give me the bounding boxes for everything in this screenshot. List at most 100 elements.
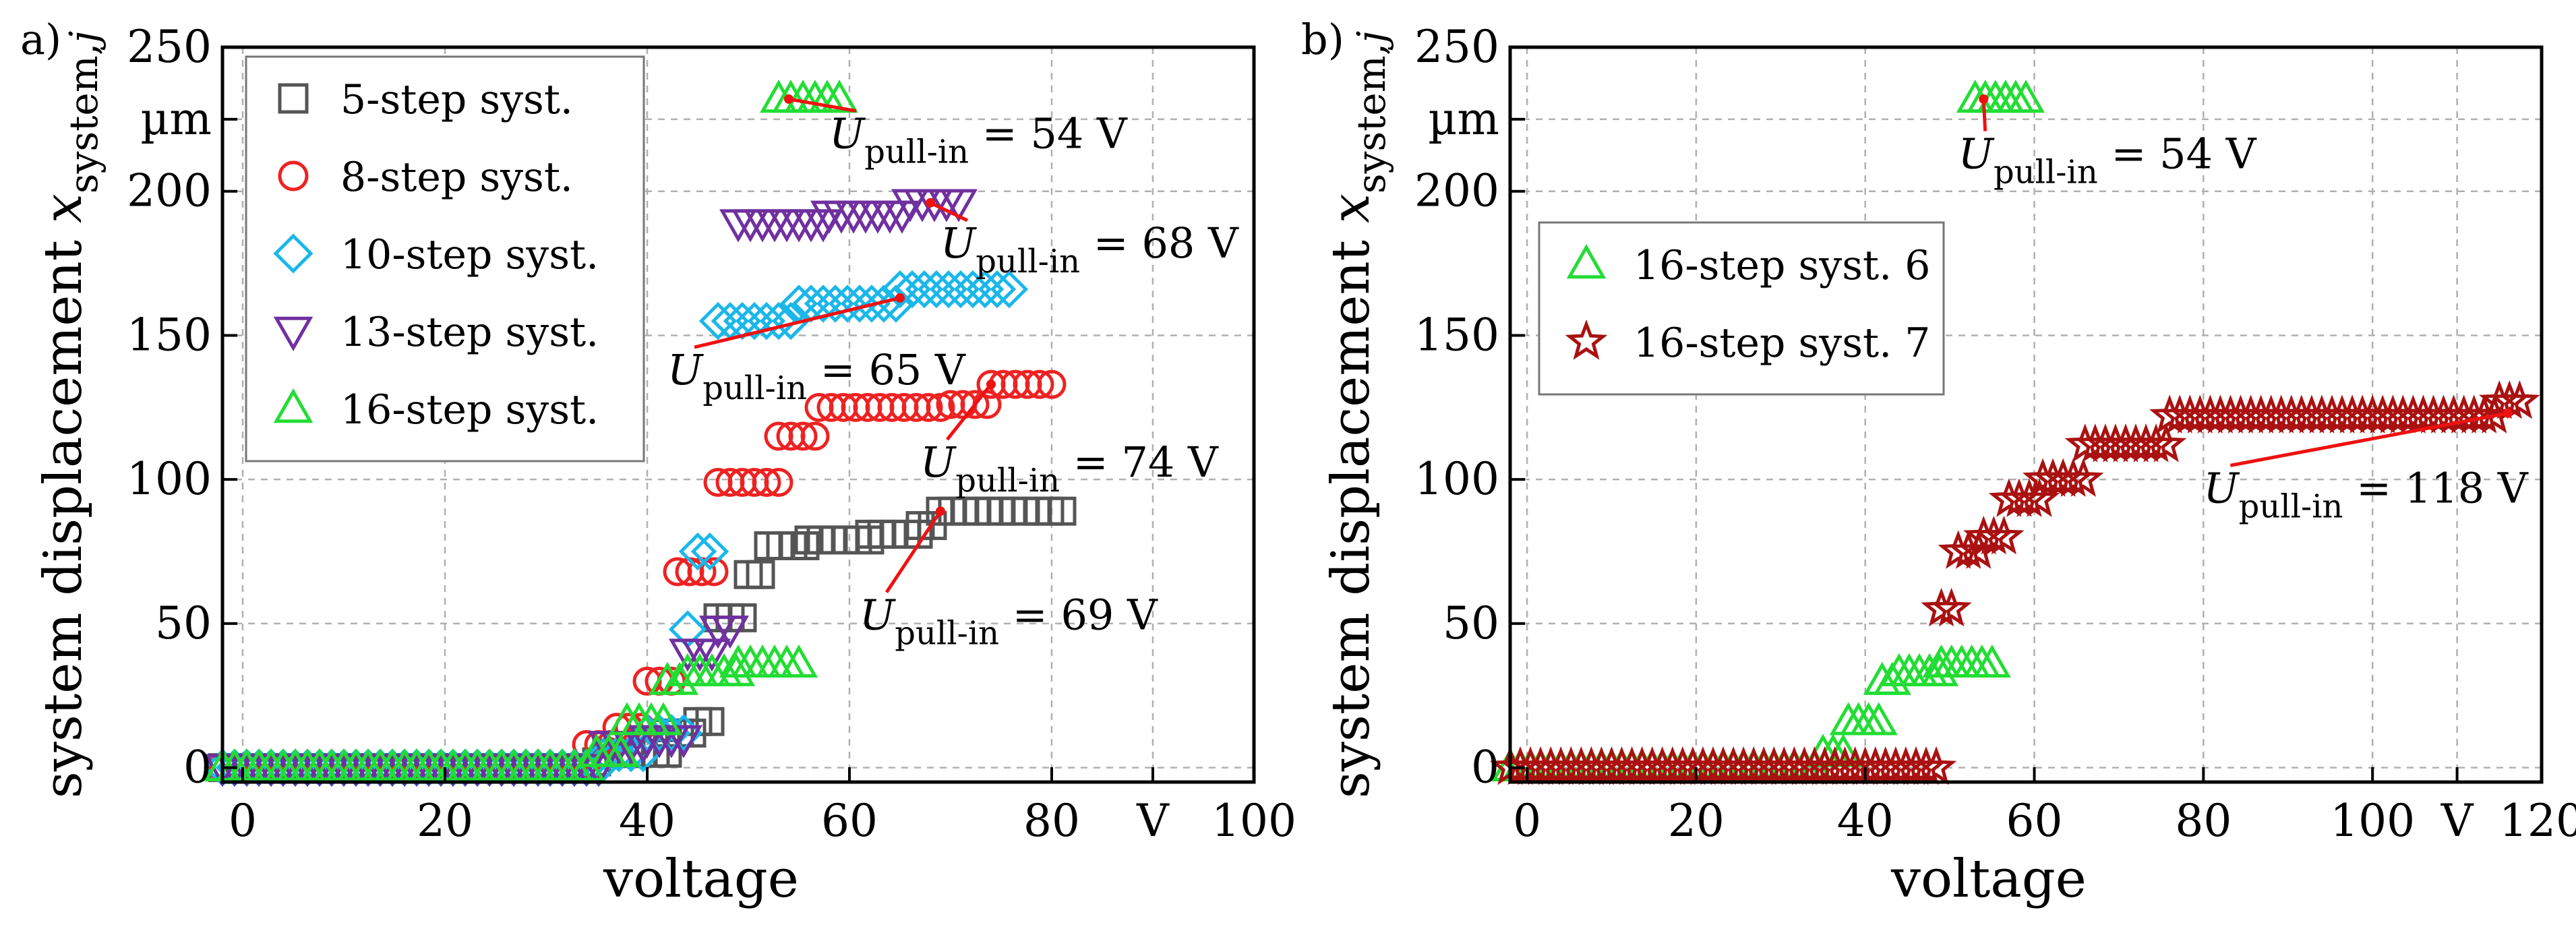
y-tick-label: µm — [1429, 93, 1499, 145]
data-point — [2499, 380, 2540, 419]
y-tick-label: 100 — [127, 453, 212, 505]
data-point — [678, 532, 717, 571]
data-point — [788, 421, 818, 451]
ticks-b: 0 20 40 60 80 100 V 120 0 50 100 150 200 µm 250 — [1414, 21, 2576, 847]
annotation-dot — [1979, 94, 1989, 104]
legend-box — [1538, 221, 1945, 396]
x-axis-label-a: voltage — [603, 849, 799, 909]
data-point — [1983, 515, 2025, 555]
y-tick-label: 100 — [1414, 453, 1499, 505]
y-axis-label-b: system displacement xsystem,j — [1321, 31, 1394, 798]
annotations-b: Upull-in = 54 V Upull-in = 118 V — [1958, 94, 2529, 525]
annotations-a: Upull-in = 54 V Upull-in = 68 V Upull-in =… — [667, 94, 1239, 652]
annotation-leader — [788, 97, 857, 113]
data-point — [664, 725, 703, 758]
data-point — [1973, 515, 2014, 555]
legend-marker — [1566, 243, 1607, 279]
x-tick-label: 0 — [1513, 795, 1541, 847]
data-point — [1931, 587, 1972, 627]
annotation-leader — [2229, 411, 2509, 467]
data-point — [752, 467, 781, 497]
data-point — [990, 270, 1029, 309]
legend-entry: 5-step syst. — [340, 76, 573, 123]
x-tick-label: 40 — [1837, 795, 1894, 847]
data-point — [711, 301, 750, 340]
data-point — [698, 301, 738, 340]
data-marks-b — [1489, 80, 2540, 785]
x-tick-label: 100 — [2330, 795, 2415, 847]
data-point — [644, 702, 683, 736]
y-tick-label: 200 — [127, 165, 212, 217]
annotation-label: Upull-in = 54 V — [1958, 129, 2257, 191]
panel-a: a) 0 20 40 60 80 V 100 0 50 100 150 200 µm 250 Upull-… — [20, 15, 1296, 909]
ticks-a: 0 20 40 60 80 V 100 0 50 100 150 200 µm 250 — [127, 21, 1296, 847]
series-16-step-syst-7 — [1489, 380, 2540, 785]
x-tick-label: V — [2440, 795, 2474, 847]
legend-entry: 13-step syst. — [340, 309, 599, 356]
panel-label-a: a) — [20, 15, 61, 64]
y-tick-label: 0 — [1471, 742, 1499, 794]
data-point — [939, 189, 978, 222]
annotation-label: Upull-in = 69 V — [860, 590, 1158, 652]
data-point — [1037, 369, 1067, 399]
x-tick-label: V — [1136, 795, 1170, 847]
x-tick-label: 40 — [619, 795, 676, 847]
data-point — [717, 653, 756, 686]
legend-box — [245, 55, 645, 462]
grid-b — [1510, 47, 2542, 782]
data-point — [692, 638, 731, 672]
data-point — [1025, 369, 1054, 399]
data-point — [759, 301, 798, 340]
annotation-dot — [784, 94, 793, 104]
data-point — [1973, 644, 2011, 678]
data-point — [1859, 702, 1898, 736]
x-tick-label: 20 — [417, 795, 473, 847]
legend-entry: 16-step syst. 7 — [1634, 320, 1930, 367]
annotation-dot — [936, 506, 945, 516]
y-tick-label: µm — [141, 93, 212, 145]
data-point — [695, 707, 725, 736]
data-point — [2052, 458, 2094, 497]
x-tick-label: 60 — [2006, 795, 2063, 847]
data-point — [941, 270, 980, 309]
data-point — [1047, 496, 1077, 526]
annotation-leader — [885, 510, 942, 593]
annotation-leader — [694, 296, 901, 349]
data-point — [960, 390, 990, 419]
x-tick-label: 20 — [1668, 795, 1725, 847]
y-tick-label: 50 — [1443, 597, 1499, 649]
panel-b: b) 0 20 40 60 80 100 V 120 0 50 100 150 200 µm 250 Upu… — [1301, 15, 2576, 909]
legend-entry: 8-step syst. — [340, 154, 573, 201]
y-tick-label: 0 — [183, 742, 212, 794]
data-point — [917, 270, 956, 309]
data-point — [779, 644, 818, 678]
legend-marker — [273, 233, 313, 274]
data-point — [2489, 380, 2530, 419]
annotation-leader — [929, 201, 969, 222]
data-point — [929, 270, 968, 309]
legend-marker — [273, 388, 313, 423]
annotation-dot — [926, 198, 935, 208]
x-tick-label: 0 — [229, 795, 257, 847]
annotation-label: Upull-in = 118 V — [2203, 463, 2529, 525]
y-tick-label: 50 — [155, 597, 212, 649]
plot-frame-a — [220, 45, 1256, 784]
data-point — [790, 531, 820, 560]
y-tick-label: 250 — [127, 21, 212, 73]
legend-a: 5-step syst. 8-step syst. 10-step syst. 13-… — [245, 55, 645, 462]
data-point — [764, 467, 793, 497]
annotation-leader — [946, 383, 992, 441]
series-16-step-syst- — [203, 80, 859, 781]
x-tick-label: 120 — [2499, 795, 2576, 847]
annotation-dot — [2503, 408, 2513, 418]
legend-marker — [278, 160, 309, 191]
plot-frame-b — [1508, 45, 2544, 784]
data-point — [978, 270, 1017, 309]
annotation-label: Upull-in = 54 V — [829, 109, 1128, 171]
annotation-label: Upull-in = 74 V — [920, 438, 1219, 500]
x-axis-label-b: voltage — [1890, 849, 2087, 909]
data-point — [711, 616, 750, 649]
legend-marker — [273, 316, 313, 352]
data-point — [690, 532, 729, 571]
